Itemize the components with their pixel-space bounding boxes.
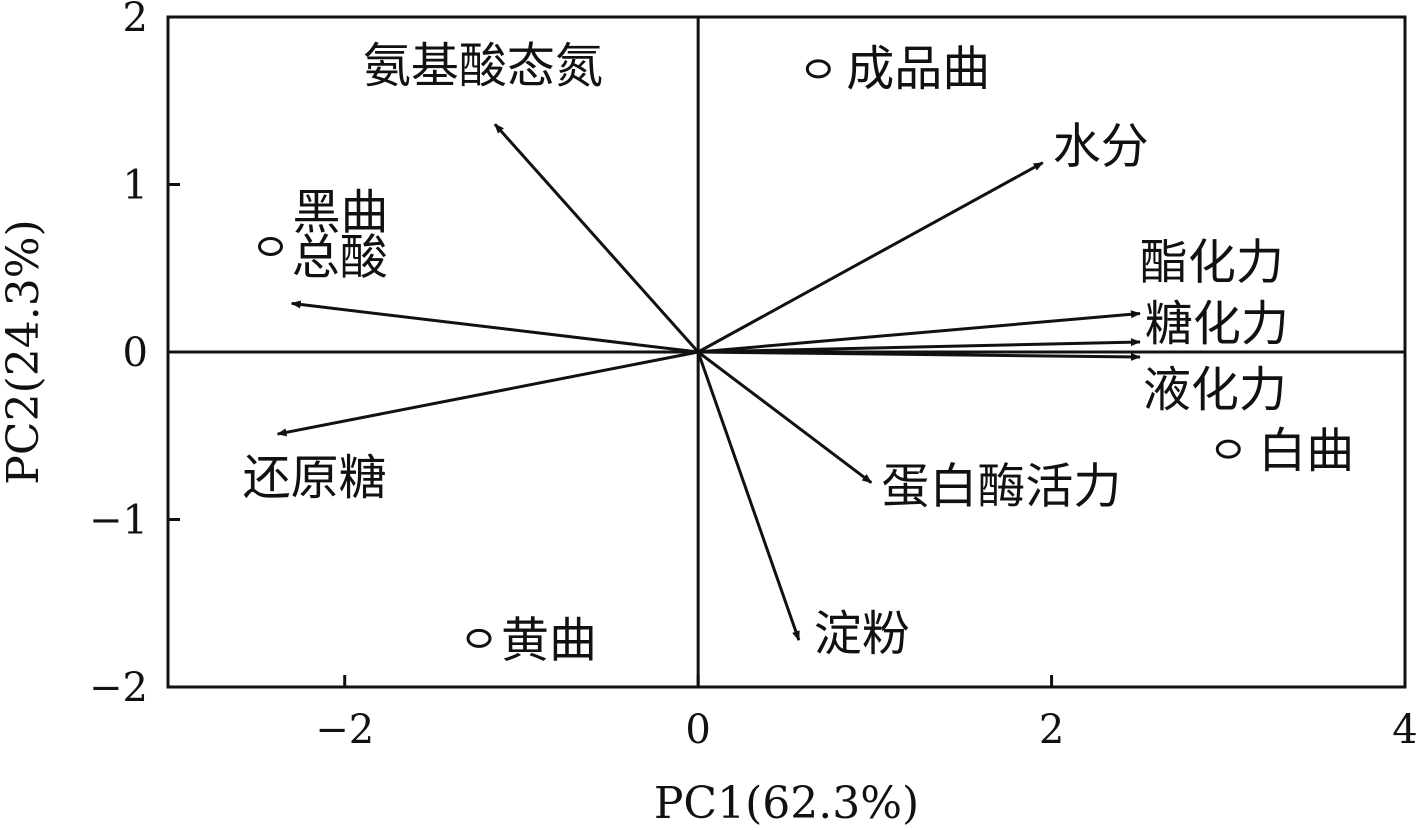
sample-label: 成品曲	[846, 41, 990, 97]
sample-marker	[466, 628, 492, 648]
loading-arrow	[697, 161, 1044, 354]
sample-marker	[1215, 439, 1241, 459]
loading-label: 总酸	[292, 229, 388, 285]
loading-arrow	[696, 351, 801, 642]
sample-label: 黄曲	[501, 612, 597, 668]
loading-arrow	[290, 300, 699, 354]
sample-point: 白曲	[1215, 423, 1354, 479]
x-tick-label: 0	[685, 707, 710, 753]
loading-arrow	[698, 338, 1141, 354]
loading-vector: 总酸	[290, 229, 699, 354]
loading-arrow	[698, 310, 1141, 354]
sample-label: 黑曲	[292, 184, 388, 240]
loading-label: 还原糖	[243, 450, 387, 506]
x-axis-label: PC1(62.3%)	[654, 778, 919, 829]
loading-vector: 糖化力	[698, 296, 1289, 354]
loading-vector: 氨基酸态氮	[363, 38, 700, 353]
loading-label: 水分	[1053, 119, 1149, 175]
loading-label: 淀粉	[814, 606, 910, 662]
x-tick-label: −2	[315, 707, 374, 753]
x-tick-label: 4	[1392, 707, 1417, 753]
y-tick-label: 1	[123, 163, 148, 209]
loading-label: 蛋白酶活力	[881, 459, 1121, 515]
x-tick-label: 2	[1039, 707, 1064, 753]
sample-marker	[805, 59, 831, 79]
sample-point: 黄曲	[466, 612, 597, 668]
loading-vector: 蛋白酶活力	[697, 350, 1121, 515]
loading-arrow	[493, 123, 700, 353]
y-tick-label: 0	[123, 330, 148, 376]
y-tick-label: −2	[89, 665, 148, 711]
loading-label: 糖化力	[1145, 296, 1289, 352]
loading-vector: 淀粉	[696, 351, 910, 662]
y-tick-label: 2	[123, 0, 148, 41]
axes-layer: −2 0 2 4 −2 −1 0 1 2	[89, 0, 1418, 753]
loading-vector: 液化力	[698, 350, 1287, 418]
sample-label: 白曲	[1258, 423, 1354, 479]
loading-vector: 酯化力	[698, 234, 1284, 354]
loading-arrow	[698, 350, 1141, 361]
loading-vector: 水分	[697, 119, 1149, 354]
loading-label: 氨基酸态氮	[363, 38, 603, 94]
loading-vector: 还原糖	[243, 350, 699, 506]
y-axis-label: PC2(24.3%)	[0, 219, 49, 484]
loading-arrow	[697, 350, 873, 484]
y-tick-label: −1	[89, 498, 148, 544]
sample-point: 成品曲	[805, 41, 990, 97]
loading-label: 液化力	[1143, 362, 1287, 418]
loading-label: 酯化力	[1140, 234, 1284, 290]
sample-point: 黑曲	[257, 184, 389, 256]
sample-marker	[257, 236, 283, 256]
loading-arrow	[276, 350, 699, 437]
